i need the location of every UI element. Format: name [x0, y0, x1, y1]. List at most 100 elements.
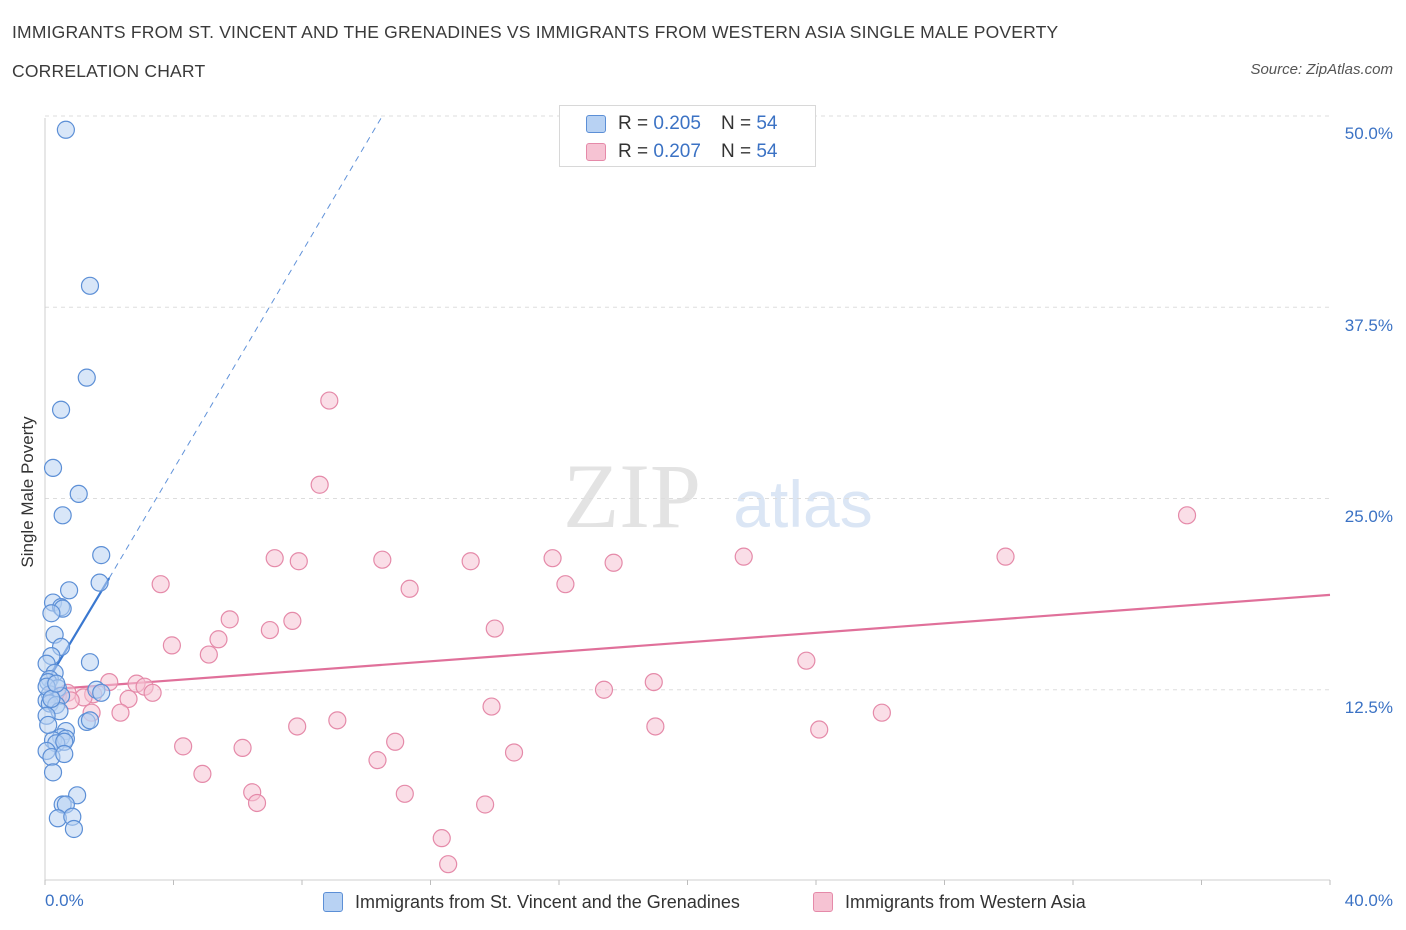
data-point-western-asia — [395, 784, 414, 803]
data-point-western-asia — [260, 620, 279, 640]
data-point-western-asia — [543, 549, 562, 568]
data-point-st-vincent — [77, 368, 96, 387]
trend-line-pink — [44, 593, 1331, 691]
data-point-western-asia — [162, 636, 181, 655]
chart-title-line2: CORRELATION CHART — [12, 61, 206, 81]
data-point-western-asia — [810, 720, 829, 739]
data-point-western-asia — [288, 717, 307, 736]
data-point-st-vincent — [92, 546, 111, 565]
data-point-western-asia — [996, 547, 1015, 566]
bottom-legend-blue: Immigrants from St. Vincent and the Gren… — [323, 890, 740, 914]
data-point-western-asia — [872, 703, 891, 722]
legend-row-blue: R = 0.205 N = 54 — [586, 113, 777, 135]
data-point-st-vincent — [80, 276, 100, 295]
legend-r-label: R = — [618, 113, 649, 134]
data-point-western-asia — [400, 579, 419, 598]
bottom-legend-label-pink: Immigrants from Western Asia — [845, 891, 1086, 912]
legend-r-value-blue: 0.205 — [653, 113, 701, 134]
chart-title-line1: IMMIGRANTS FROM ST. VINCENT AND THE GREN… — [12, 22, 1059, 42]
data-point-western-asia — [373, 550, 392, 569]
data-point-western-asia — [604, 553, 623, 572]
data-point-western-asia — [476, 795, 495, 814]
data-point-western-asia — [220, 610, 239, 629]
data-point-st-vincent — [69, 484, 88, 504]
data-point-western-asia — [151, 575, 170, 594]
data-point-st-vincent — [39, 715, 58, 735]
data-point-western-asia — [556, 575, 575, 594]
data-point-western-asia — [143, 683, 162, 702]
data-point-st-vincent — [43, 763, 63, 782]
legend-n-value-pink: 54 — [756, 141, 778, 162]
data-point-western-asia — [193, 764, 212, 784]
data-point-western-asia — [439, 855, 458, 874]
trend-line-blue-extension — [108, 115, 383, 579]
data-point-st-vincent — [80, 653, 100, 672]
watermark: ZIP atlas — [563, 445, 873, 547]
series-st-vincent — [37, 120, 111, 839]
data-point-western-asia — [432, 829, 451, 848]
data-point-st-vincent — [55, 744, 74, 764]
data-point-st-vincent — [43, 458, 63, 477]
data-point-st-vincent — [47, 674, 66, 693]
y-tick-label-37-5: 37.5% — [1344, 316, 1393, 335]
legend-n-label: N = — [720, 113, 752, 134]
data-point-st-vincent — [92, 683, 111, 702]
x-tick-label-0: 0.0% — [45, 891, 84, 910]
data-point-st-vincent — [59, 581, 79, 600]
data-point-western-asia — [119, 689, 138, 709]
data-point-western-asia — [368, 751, 387, 770]
legend-swatch-pink — [586, 143, 606, 161]
data-point-st-vincent — [42, 689, 61, 709]
legend-n-label: N = — [720, 141, 752, 162]
data-point-western-asia — [461, 552, 480, 571]
data-point-western-asia — [1177, 506, 1197, 525]
data-point-western-asia — [174, 737, 193, 756]
data-point-western-asia — [310, 475, 329, 494]
y-axis-label: Single Male Poverty — [18, 416, 37, 568]
data-point-st-vincent — [80, 711, 100, 730]
legend-r-label: R = — [618, 141, 649, 162]
data-point-western-asia — [485, 619, 504, 638]
legend-row-pink: R = 0.207 N = 54 — [586, 141, 777, 163]
y-tick-label-25: 25.0% — [1344, 507, 1393, 526]
data-point-st-vincent — [90, 573, 109, 592]
source-label: Source: ZipAtlas.com — [1250, 61, 1393, 78]
x-tick-label-40: 40.0% — [1344, 891, 1393, 910]
data-point-western-asia — [594, 680, 614, 699]
y-tick-label-12-5: 12.5% — [1344, 698, 1393, 717]
data-point-st-vincent — [51, 400, 71, 419]
watermark-zip: ZIP — [563, 445, 701, 547]
legend-n-value-blue: 54 — [756, 113, 778, 134]
bottom-legend-label-blue: Immigrants from St. Vincent and the Gren… — [355, 891, 740, 912]
trend-lines — [44, 115, 1331, 691]
data-point-western-asia — [209, 630, 228, 649]
watermark-atlas: atlas — [733, 467, 872, 541]
data-point-western-asia — [111, 703, 130, 722]
data-point-western-asia — [646, 717, 665, 736]
data-point-western-asia — [504, 743, 524, 762]
y-tick-label-50: 50.0% — [1344, 124, 1393, 143]
data-point-western-asia — [289, 552, 308, 571]
grid — [45, 115, 1330, 691]
data-point-western-asia — [386, 732, 405, 751]
data-point-st-vincent — [64, 819, 84, 839]
data-point-western-asia — [283, 611, 302, 631]
data-point-western-asia — [644, 672, 663, 692]
data-point-western-asia — [734, 547, 753, 566]
data-point-western-asia — [199, 645, 218, 664]
data-point-western-asia — [320, 391, 339, 410]
data-point-st-vincent — [53, 506, 72, 525]
data-point-western-asia — [265, 549, 284, 568]
legend-swatch-blue — [586, 115, 606, 133]
data-point-st-vincent — [56, 120, 75, 139]
bottom-legend-swatch-pink — [813, 892, 833, 912]
data-point-western-asia — [797, 651, 816, 670]
data-point-western-asia — [482, 697, 501, 716]
bottom-legend-swatch-blue — [323, 892, 343, 912]
data-point-western-asia — [233, 738, 252, 757]
bottom-legend-pink: Immigrants from Western Asia — [813, 890, 1086, 914]
data-point-st-vincent — [42, 604, 61, 623]
data-point-western-asia — [247, 793, 267, 813]
legend-r-value-pink: 0.207 — [653, 141, 701, 162]
